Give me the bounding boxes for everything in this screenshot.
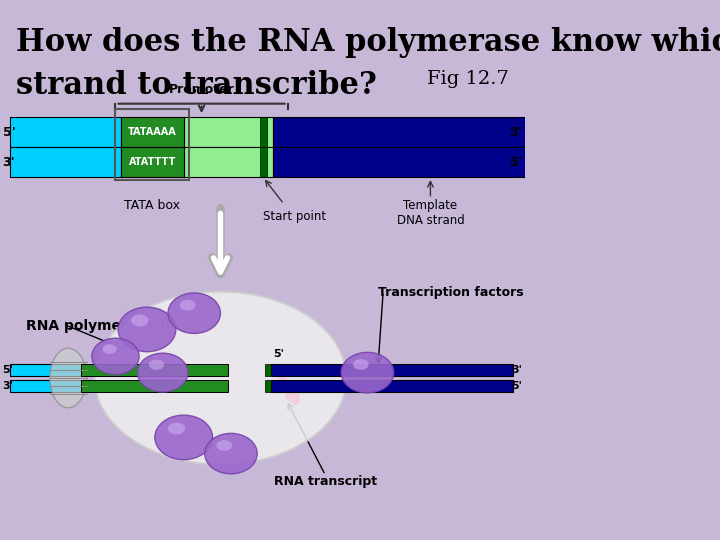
- FancyBboxPatch shape: [11, 147, 121, 177]
- Text: Promoter: Promoter: [168, 83, 235, 96]
- FancyBboxPatch shape: [11, 364, 84, 376]
- Text: 5': 5': [273, 349, 284, 359]
- Ellipse shape: [94, 292, 346, 464]
- FancyBboxPatch shape: [184, 147, 273, 177]
- Text: Start point: Start point: [263, 210, 326, 222]
- Text: TATA box: TATA box: [125, 199, 180, 212]
- Ellipse shape: [149, 360, 164, 370]
- Text: How does the RNA polymerase know which: How does the RNA polymerase know which: [16, 27, 720, 58]
- FancyBboxPatch shape: [11, 117, 121, 147]
- Ellipse shape: [155, 415, 212, 460]
- FancyBboxPatch shape: [81, 364, 228, 376]
- Ellipse shape: [168, 293, 220, 333]
- Ellipse shape: [131, 314, 148, 326]
- Ellipse shape: [341, 352, 394, 393]
- FancyBboxPatch shape: [11, 380, 84, 392]
- FancyBboxPatch shape: [121, 147, 184, 177]
- FancyBboxPatch shape: [273, 147, 546, 177]
- Ellipse shape: [217, 440, 233, 451]
- FancyBboxPatch shape: [271, 364, 513, 376]
- FancyBboxPatch shape: [265, 380, 271, 392]
- Text: TATAAAA: TATAAAA: [128, 127, 176, 137]
- Text: 5': 5': [3, 365, 14, 375]
- Text: RNA transcript: RNA transcript: [274, 475, 377, 488]
- Text: 3': 3': [3, 156, 15, 168]
- Text: 5': 5': [511, 381, 522, 391]
- FancyBboxPatch shape: [265, 364, 271, 376]
- FancyBboxPatch shape: [271, 380, 513, 392]
- Bar: [115, 109, 189, 180]
- Ellipse shape: [50, 348, 86, 408]
- Text: strand to transcribe?: strand to transcribe?: [16, 70, 377, 101]
- Ellipse shape: [118, 307, 176, 352]
- Ellipse shape: [102, 345, 117, 354]
- Ellipse shape: [204, 433, 257, 474]
- Text: 3': 3': [3, 381, 14, 391]
- Text: 5': 5': [510, 156, 522, 168]
- FancyBboxPatch shape: [260, 117, 266, 147]
- Ellipse shape: [353, 359, 369, 370]
- FancyBboxPatch shape: [273, 117, 546, 147]
- Text: Template
DNA strand: Template DNA strand: [397, 199, 464, 227]
- Text: 5': 5': [3, 126, 15, 139]
- Ellipse shape: [138, 353, 188, 392]
- FancyBboxPatch shape: [184, 117, 273, 147]
- Text: Transcription factors: Transcription factors: [378, 286, 523, 299]
- Ellipse shape: [92, 338, 139, 375]
- Text: ATATTTT: ATATTTT: [129, 157, 176, 167]
- Text: Fig 12.7: Fig 12.7: [427, 70, 509, 88]
- Text: 3': 3': [510, 126, 522, 139]
- Ellipse shape: [180, 300, 196, 310]
- Text: 3': 3': [511, 365, 522, 375]
- FancyBboxPatch shape: [81, 380, 228, 392]
- FancyBboxPatch shape: [121, 117, 184, 147]
- Text: RNA polymerase II: RNA polymerase II: [26, 319, 171, 333]
- Ellipse shape: [168, 422, 185, 434]
- FancyBboxPatch shape: [260, 147, 266, 177]
